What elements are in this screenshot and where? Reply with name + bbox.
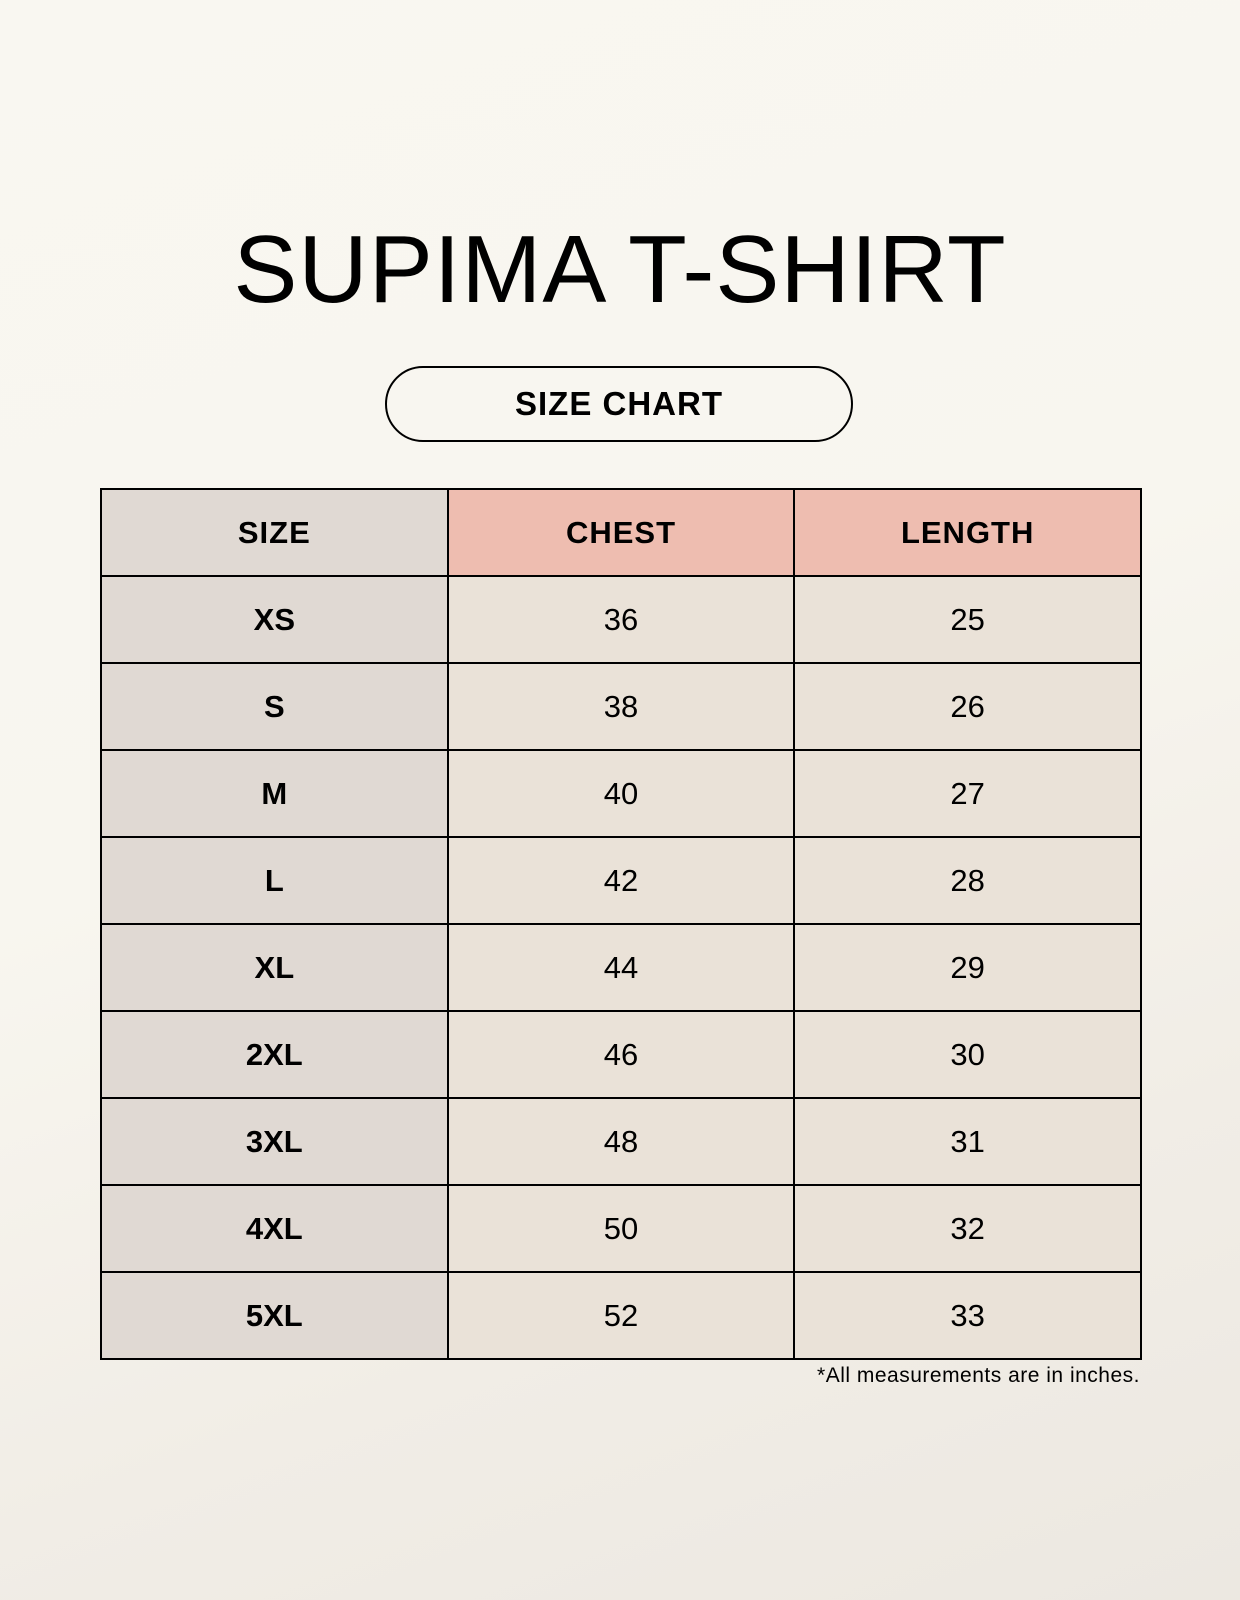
cell-chest: 40 <box>446 749 796 838</box>
table-row: 4XL 50 32 <box>100 1184 1142 1273</box>
table-row: L 42 28 <box>100 836 1142 925</box>
cell-length: 29 <box>793 923 1142 1012</box>
cell-length: 31 <box>793 1097 1142 1186</box>
cell-chest: 48 <box>446 1097 796 1186</box>
cell-chest: 36 <box>446 575 796 664</box>
cell-chest: 42 <box>446 836 796 925</box>
cell-chest: 38 <box>446 662 796 751</box>
header-size: SIZE <box>100 488 449 577</box>
cell-size: 2XL <box>100 1010 449 1099</box>
size-chart-badge: SIZE CHART <box>385 366 853 442</box>
cell-chest: 46 <box>446 1010 796 1099</box>
cell-size: XL <box>100 923 449 1012</box>
table-header-row: SIZE CHEST LENGTH <box>100 488 1142 577</box>
cell-chest: 50 <box>446 1184 796 1273</box>
cell-size: M <box>100 749 449 838</box>
cell-size: S <box>100 662 449 751</box>
header-chest: CHEST <box>446 488 796 577</box>
cell-chest: 52 <box>446 1271 796 1360</box>
cell-length: 27 <box>793 749 1142 838</box>
table-row: 5XL 52 33 <box>100 1271 1142 1360</box>
table-row: M 40 27 <box>100 749 1142 838</box>
cell-chest: 44 <box>446 923 796 1012</box>
cell-size: 3XL <box>100 1097 449 1186</box>
cell-length: 30 <box>793 1010 1142 1099</box>
table-row: S 38 26 <box>100 662 1142 751</box>
cell-size: 5XL <box>100 1271 449 1360</box>
cell-length: 33 <box>793 1271 1142 1360</box>
cell-size: L <box>100 836 449 925</box>
page-title: SUPIMA T-SHIRT <box>233 216 1007 323</box>
table-row: 2XL 46 30 <box>100 1010 1142 1099</box>
size-chart-table: SIZE CHEST LENGTH XS 36 25 S 38 26 M 40 27 L 42 28 X… <box>100 488 1142 1360</box>
table-row: XS 36 25 <box>100 575 1142 664</box>
cell-length: 28 <box>793 836 1142 925</box>
cell-size: 4XL <box>100 1184 449 1273</box>
cell-length: 25 <box>793 575 1142 664</box>
cell-length: 32 <box>793 1184 1142 1273</box>
footnote: *All measurements are in inches. <box>817 1364 1140 1387</box>
header-length: LENGTH <box>793 488 1142 577</box>
table-row: 3XL 48 31 <box>100 1097 1142 1186</box>
cell-size: XS <box>100 575 449 664</box>
table-row: XL 44 29 <box>100 923 1142 1012</box>
cell-length: 26 <box>793 662 1142 751</box>
